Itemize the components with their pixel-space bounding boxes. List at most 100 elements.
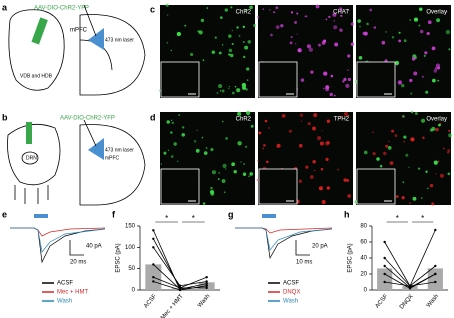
- y-tick-label: 80: [360, 224, 367, 230]
- cell: [298, 143, 303, 148]
- cell: [253, 23, 257, 28]
- cell: [413, 71, 418, 76]
- cell: [231, 29, 233, 32]
- scale-label: 20 pA: [312, 244, 328, 250]
- cell: [246, 67, 250, 71]
- cell: [313, 169, 316, 172]
- cell: [334, 42, 339, 47]
- cell: [343, 111, 349, 116]
- cell: [435, 173, 437, 175]
- image-label: CHAT: [333, 10, 349, 16]
- laser-cone: [88, 28, 104, 50]
- cell: [211, 50, 216, 54]
- target-label: mPFC: [105, 155, 120, 161]
- cell: [176, 31, 182, 37]
- cell: [429, 183, 434, 188]
- cell: [395, 195, 399, 198]
- brain-outline: [8, 9, 65, 91]
- cell: [304, 15, 306, 18]
- cell: [248, 175, 250, 178]
- cell: [165, 3, 169, 7]
- paired-point: [434, 228, 437, 232]
- cell: [340, 115, 343, 118]
- cell: [445, 10, 448, 13]
- cell: [202, 59, 205, 61]
- cell: [190, 52, 194, 57]
- paired-point: [383, 240, 386, 244]
- cell: [333, 25, 338, 30]
- cell: [330, 74, 334, 78]
- cell: [385, 31, 387, 33]
- cell: [257, 159, 259, 162]
- y-tick-label: 150: [125, 224, 136, 230]
- cell: [178, 114, 181, 116]
- inset: [258, 61, 298, 98]
- cell: [289, 41, 293, 45]
- x-tick-label: Wash: [426, 293, 440, 308]
- cell: [346, 179, 350, 182]
- cell: [376, 157, 380, 161]
- cell: [209, 189, 215, 195]
- x-tick-label: DNQX: [399, 293, 415, 310]
- legend-label: ACSF: [57, 281, 73, 287]
- chart: f 0 50 100 150 EPSC (pA) ACSF Mec + HMT Wash * *: [112, 209, 220, 318]
- cell: [325, 87, 330, 92]
- cell: [281, 113, 286, 118]
- cell: [319, 141, 324, 146]
- image-label: Overlay: [426, 117, 447, 123]
- cell: [170, 131, 173, 134]
- fiber: [83, 4, 97, 37]
- cell: [412, 196, 417, 201]
- cell: [322, 39, 327, 43]
- cell: [438, 123, 441, 127]
- x-tick-label: Mec + HMT: [160, 293, 185, 318]
- cell: [414, 56, 418, 60]
- cell: [221, 120, 224, 123]
- x-tick-label: ACSF: [143, 293, 158, 309]
- paired-point: [205, 284, 208, 287]
- cell: [244, 45, 249, 50]
- cell: [247, 40, 251, 44]
- scale-label: 40 pA: [86, 244, 102, 250]
- cell: [231, 91, 235, 95]
- image-label: TPH2: [334, 117, 350, 123]
- cell: [305, 15, 308, 18]
- paired-point: [178, 286, 182, 290]
- cell: [369, 8, 373, 12]
- cell: [246, 79, 249, 81]
- cell: [299, 113, 304, 117]
- cell: [300, 120, 303, 122]
- cell: [317, 43, 321, 47]
- cell: [290, 11, 294, 14]
- panel-letter: f: [112, 209, 116, 219]
- cell: [228, 87, 230, 90]
- bar: [427, 268, 443, 290]
- cell: [332, 12, 337, 17]
- cell: [310, 70, 314, 74]
- y-tick-label: 0: [132, 288, 136, 294]
- cell: [447, 148, 451, 152]
- cell: [347, 194, 352, 198]
- cell: [409, 19, 412, 21]
- cell: [423, 54, 426, 57]
- cell: [447, 151, 450, 154]
- cell: [437, 79, 440, 82]
- image-label: Overlay: [426, 10, 447, 16]
- cell: [181, 126, 185, 129]
- trace: [10, 227, 106, 237]
- cell: [193, 140, 197, 143]
- cell: [231, 43, 234, 46]
- cell: [373, 26, 377, 29]
- cell: [184, 24, 187, 27]
- paired-point: [152, 229, 155, 232]
- cell: [267, 126, 270, 129]
- cell: [312, 160, 316, 164]
- cell: [397, 80, 403, 85]
- cell: [383, 151, 387, 156]
- cell: [181, 133, 185, 137]
- cell: [210, 148, 214, 152]
- cell: [384, 59, 388, 63]
- cell: [269, 9, 271, 11]
- cell: [439, 173, 444, 178]
- x-tick-label: Wash: [197, 293, 211, 308]
